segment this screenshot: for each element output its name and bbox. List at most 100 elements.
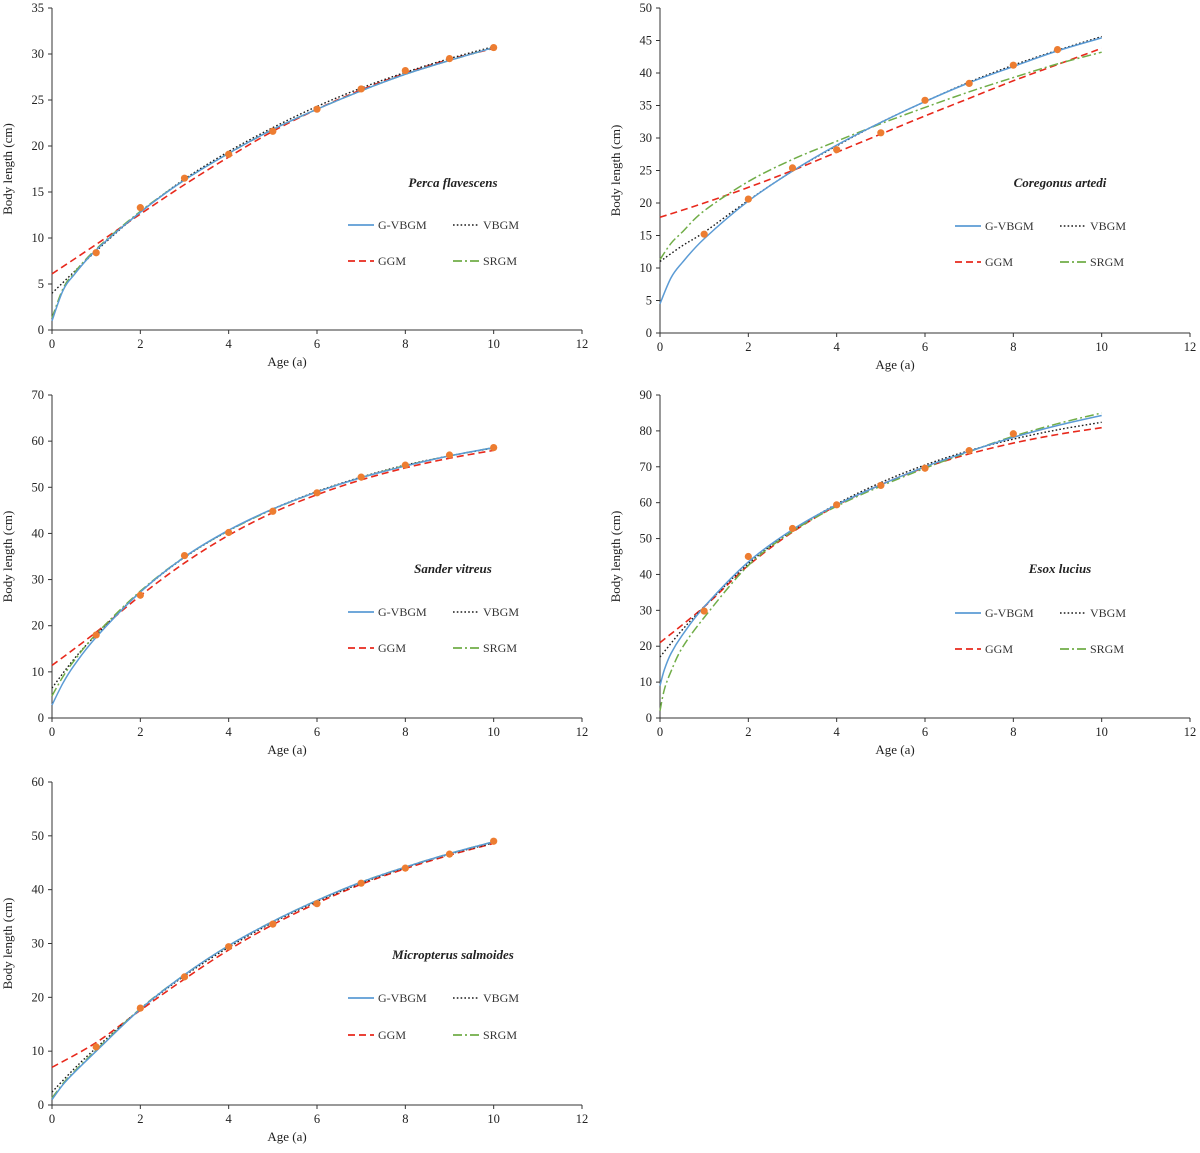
x-tick-label: 6	[922, 340, 928, 354]
x-tick-label: 6	[314, 725, 320, 739]
observed-point	[490, 837, 498, 845]
observed-point	[401, 864, 409, 872]
y-tick-label: 80	[640, 424, 653, 438]
legend-label: VBGM	[1090, 219, 1126, 233]
x-tick-label: 10	[487, 337, 500, 351]
y-tick-label: 0	[646, 326, 652, 340]
x-tick-label: 10	[487, 1112, 500, 1126]
legend-label: VBGM	[483, 991, 519, 1005]
y-tick-label: 10	[32, 665, 45, 679]
y-axis-label: Body length (cm)	[0, 898, 15, 990]
observed-point	[136, 204, 144, 212]
observed-point	[700, 607, 708, 615]
y-tick-label: 10	[640, 261, 653, 275]
series-line-vbgm	[659, 421, 1102, 658]
y-tick-label: 90	[640, 388, 653, 402]
x-tick-label: 2	[745, 725, 751, 739]
observed-point	[1009, 61, 1017, 69]
y-tick-label: 50	[32, 480, 45, 494]
observed-point	[92, 631, 100, 639]
legend-label: G-VBGM	[378, 605, 427, 619]
y-tick-label: 10	[32, 1044, 45, 1058]
species-title: Sander vitreus	[414, 561, 492, 576]
observed-point	[136, 1004, 144, 1012]
legend-label: SRGM	[483, 254, 517, 268]
series-line-vbgm	[51, 45, 494, 294]
chart-panel: 0 5 10 15 20 25 30 35 0 2 4 6 8 10 12 Age (a) Body lengt…	[0, 1, 588, 369]
x-tick-label: 8	[402, 337, 408, 351]
series-line-ggm	[51, 449, 494, 667]
species-title: Coregonus artedi	[1014, 175, 1107, 190]
observed-point	[225, 150, 233, 158]
y-tick-label: 0	[646, 711, 652, 725]
observed-point	[965, 79, 973, 87]
legend-label: G-VBGM	[378, 218, 427, 232]
y-tick-label: 30	[640, 603, 653, 617]
chart-panel: 0 10 20 30 40 50 60 70 80 90 0 2 4 6 8 10 12 Age (a) Body …	[608, 388, 1196, 757]
observed-point	[269, 920, 277, 928]
x-tick-label: 4	[834, 725, 841, 739]
observed-point	[744, 552, 752, 561]
observed-point	[877, 481, 885, 490]
legend-label: G-VBGM	[985, 606, 1034, 620]
chart-panel: 0 5 10 15 20 25 30 35 40 45 50 0 2 4 6 8 10 12 Age (a) Body…	[608, 1, 1196, 372]
x-tick-label: 0	[49, 1112, 55, 1126]
series-line-vbgm	[51, 842, 494, 1093]
observed-point	[921, 96, 929, 104]
x-tick-label: 6	[314, 337, 320, 351]
x-tick-label: 0	[657, 340, 663, 354]
y-axis-label: Body length (cm)	[608, 511, 623, 603]
x-tick-label: 6	[314, 1112, 320, 1126]
species-title: Esox lucius	[1028, 561, 1092, 576]
observed-point	[269, 507, 277, 515]
y-tick-label: 30	[32, 573, 45, 587]
observed-point	[700, 230, 708, 238]
y-tick-label: 5	[38, 277, 44, 291]
y-tick-label: 40	[32, 883, 45, 897]
series-line-ggm	[51, 47, 494, 275]
x-tick-label: 4	[834, 340, 841, 354]
x-tick-label: 12	[1184, 340, 1197, 354]
x-axis-label: Age (a)	[267, 742, 306, 757]
observed-point	[1053, 46, 1062, 54]
chart-panel: 0 10 20 30 40 50 60 0 2 4 6 8 10 12 Age (a) Body length…	[0, 775, 588, 1144]
y-tick-label: 40	[32, 526, 45, 540]
x-tick-label: 8	[1010, 340, 1016, 354]
observed-point	[269, 127, 277, 135]
x-axis-label: Age (a)	[875, 742, 914, 757]
y-tick-label: 25	[32, 93, 45, 107]
x-tick-label: 4	[226, 1112, 233, 1126]
y-tick-label: 50	[640, 532, 653, 546]
x-tick-label: 12	[1184, 725, 1197, 739]
y-tick-label: 60	[32, 434, 45, 448]
y-tick-label: 40	[640, 66, 653, 80]
x-tick-label: 4	[226, 725, 233, 739]
observed-point	[877, 129, 885, 137]
x-axis-label: Age (a)	[875, 357, 914, 372]
x-axis-label: Age (a)	[267, 1129, 306, 1144]
observed-point	[92, 1043, 100, 1051]
series-line-g-vbgm	[659, 414, 1102, 686]
legend-label: VBGM	[1090, 606, 1126, 620]
x-tick-label: 4	[226, 337, 233, 351]
observed-point	[401, 461, 409, 469]
y-tick-label: 30	[640, 131, 653, 145]
observed-point	[180, 174, 189, 182]
x-tick-label: 10	[1095, 340, 1108, 354]
y-tick-label: 5	[646, 294, 652, 308]
observed-point	[313, 105, 321, 113]
legend-label: SRGM	[1090, 255, 1124, 269]
y-tick-label: 20	[640, 196, 653, 210]
observed-point	[401, 66, 409, 75]
legend-label: GGM	[378, 1028, 406, 1042]
y-tick-label: 70	[640, 460, 653, 474]
y-tick-label: 0	[38, 711, 44, 725]
x-tick-label: 2	[745, 340, 751, 354]
y-tick-label: 70	[32, 388, 45, 402]
y-tick-label: 40	[640, 567, 653, 581]
x-tick-label: 0	[657, 725, 663, 739]
x-tick-label: 0	[49, 725, 55, 739]
observed-point	[357, 85, 365, 93]
y-tick-label: 15	[32, 185, 45, 199]
series-line-srgm	[659, 51, 1102, 260]
